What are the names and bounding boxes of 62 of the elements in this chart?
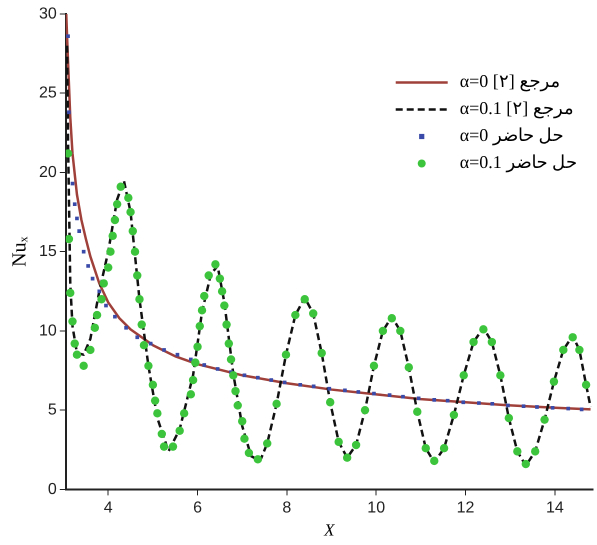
point	[75, 216, 79, 220]
point	[343, 388, 347, 392]
y-tick-label: 20	[39, 164, 57, 181]
point	[550, 406, 554, 410]
point	[566, 406, 570, 410]
point	[327, 386, 332, 391]
point	[67, 110, 71, 114]
point	[97, 289, 102, 294]
point	[298, 382, 302, 387]
point	[242, 373, 246, 378]
point	[176, 352, 180, 357]
point	[282, 380, 286, 384]
point	[522, 404, 526, 408]
point	[461, 400, 466, 404]
y-tick-label: 0	[48, 480, 57, 498]
point	[82, 250, 86, 254]
y-tick-label: 30	[39, 5, 57, 22]
point	[269, 378, 274, 382]
point	[90, 276, 94, 280]
point	[104, 304, 108, 308]
point	[446, 398, 450, 402]
point	[77, 229, 82, 233]
point	[70, 182, 74, 186]
point	[432, 398, 436, 402]
legend-label: α=0 مرجع [٢]	[460, 71, 560, 92]
x-tick-label: 6	[193, 499, 202, 516]
point	[113, 314, 117, 319]
point	[356, 390, 360, 394]
point	[135, 335, 140, 340]
x-axis-title: X	[323, 520, 336, 540]
x-tick-label: 12	[456, 499, 475, 516]
x-tick-label: 10	[367, 499, 386, 516]
legend-label: α=0.1 حل حاضر	[460, 152, 577, 174]
y-tick-label: 5	[48, 402, 57, 419]
point	[416, 396, 420, 400]
point	[388, 393, 392, 397]
legend-label: α=0 حل حاضر	[460, 125, 564, 146]
point	[148, 342, 152, 346]
y-axis-title: Nuₓ	[8, 236, 30, 267]
x-tick-label: 8	[282, 499, 292, 516]
point	[535, 405, 539, 409]
point	[477, 401, 481, 405]
point	[162, 348, 166, 352]
point	[506, 404, 510, 408]
point	[312, 384, 316, 388]
y-tick-label: 10	[39, 322, 57, 340]
x-tick-label: 4	[104, 499, 113, 516]
point	[490, 402, 494, 406]
legend-label: α=0.1 مرجع [٢]	[460, 98, 574, 120]
y-tick-label: 25	[39, 84, 57, 102]
point	[202, 363, 206, 367]
point	[372, 392, 376, 396]
point	[580, 408, 584, 412]
point	[66, 34, 70, 38]
y-tick-label: 15	[39, 243, 57, 260]
point	[124, 326, 128, 330]
x-tick-label: 14	[546, 499, 564, 516]
point	[401, 394, 405, 399]
point	[86, 264, 90, 268]
point	[72, 202, 77, 206]
point	[256, 376, 260, 380]
point	[216, 367, 220, 371]
